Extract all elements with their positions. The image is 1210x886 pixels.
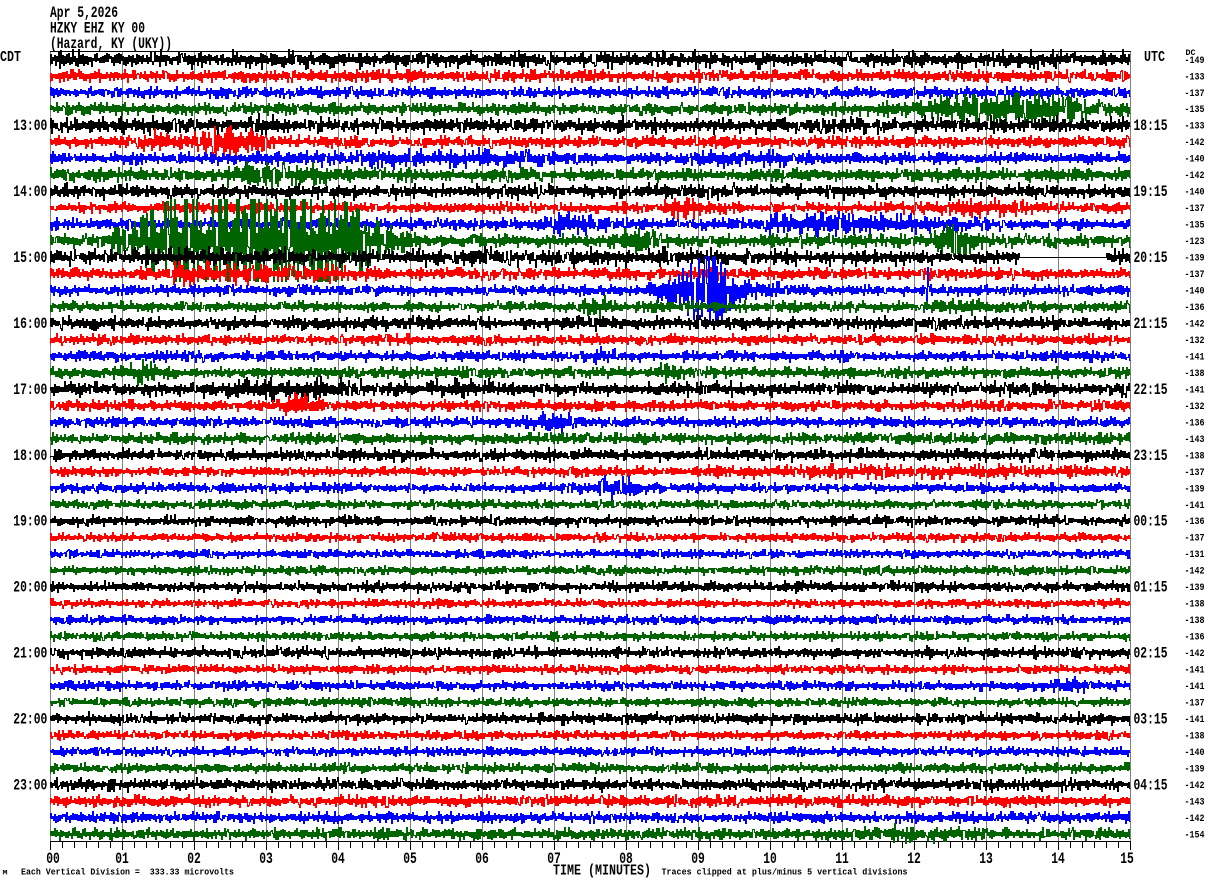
svg-text:22:15: 22:15 bbox=[1134, 381, 1168, 399]
svg-text:23:00: 23:00 bbox=[13, 776, 47, 794]
svg-text:-135: -135 bbox=[1185, 220, 1205, 232]
svg-text:-143: -143 bbox=[1185, 434, 1205, 446]
svg-text:-138: -138 bbox=[1185, 599, 1205, 611]
svg-text:19:00: 19:00 bbox=[13, 513, 47, 531]
svg-text:15: 15 bbox=[1120, 850, 1134, 868]
svg-text:UTC: UTC bbox=[1144, 49, 1165, 66]
svg-text:Each Vertical Division = 333.: Each Vertical Division = 333.33 microvol… bbox=[21, 867, 234, 878]
svg-text:00: 00 bbox=[46, 850, 60, 868]
svg-text:19:15: 19:15 bbox=[1134, 183, 1168, 201]
svg-text:02: 02 bbox=[187, 850, 201, 868]
svg-text:-132: -132 bbox=[1185, 401, 1205, 413]
svg-text:-143: -143 bbox=[1185, 796, 1205, 808]
svg-text:-142: -142 bbox=[1185, 319, 1205, 331]
svg-text:-142: -142 bbox=[1185, 648, 1205, 660]
svg-text:(Hazard, KY (UKY)): (Hazard, KY (UKY)) bbox=[50, 35, 172, 53]
svg-text:-136: -136 bbox=[1185, 417, 1205, 429]
svg-text:07: 07 bbox=[547, 850, 561, 868]
svg-text:-137: -137 bbox=[1185, 467, 1205, 479]
svg-text:18:00: 18:00 bbox=[13, 447, 47, 465]
svg-text:-138: -138 bbox=[1185, 450, 1205, 462]
svg-text:01: 01 bbox=[115, 850, 129, 868]
svg-text:Traces clipped at plus/minus 5: Traces clipped at plus/minus 5 vertical … bbox=[662, 867, 908, 878]
svg-text:12: 12 bbox=[907, 850, 921, 868]
svg-text:20:00: 20:00 bbox=[13, 579, 47, 597]
svg-text:02:15: 02:15 bbox=[1134, 645, 1168, 663]
svg-text:-139: -139 bbox=[1185, 483, 1205, 495]
svg-text:14: 14 bbox=[1051, 850, 1065, 868]
svg-text:16:00: 16:00 bbox=[13, 315, 47, 333]
svg-text:Apr 5,2026: Apr 5,2026 bbox=[50, 4, 118, 22]
svg-text:-133: -133 bbox=[1185, 121, 1205, 133]
svg-text:20:15: 20:15 bbox=[1134, 249, 1168, 267]
svg-text:-141: -141 bbox=[1185, 351, 1205, 363]
svg-text:04:15: 04:15 bbox=[1134, 776, 1168, 794]
svg-text:-138: -138 bbox=[1185, 368, 1205, 380]
svg-text:-141: -141 bbox=[1185, 500, 1205, 512]
svg-text:-137: -137 bbox=[1185, 698, 1205, 710]
svg-text:22:00: 22:00 bbox=[13, 711, 47, 729]
svg-text:-131: -131 bbox=[1185, 549, 1205, 561]
svg-text:-149: -149 bbox=[1185, 55, 1205, 67]
svg-text:-137: -137 bbox=[1185, 88, 1205, 100]
svg-text:-140: -140 bbox=[1185, 154, 1205, 166]
svg-text:-141: -141 bbox=[1185, 681, 1205, 693]
svg-text:CDT: CDT bbox=[0, 49, 21, 66]
svg-text:06: 06 bbox=[475, 850, 489, 868]
svg-text:13: 13 bbox=[979, 850, 993, 868]
svg-text:14:00: 14:00 bbox=[13, 183, 47, 201]
svg-text:00:15: 00:15 bbox=[1134, 513, 1168, 531]
svg-text:TIME (MINUTES): TIME (MINUTES) bbox=[553, 863, 651, 880]
svg-text:23:15: 23:15 bbox=[1134, 447, 1168, 465]
svg-text:21:00: 21:00 bbox=[13, 645, 47, 663]
svg-text:-136: -136 bbox=[1185, 632, 1205, 644]
svg-text:18:15: 18:15 bbox=[1134, 117, 1168, 135]
svg-text:09: 09 bbox=[691, 850, 705, 868]
svg-text:-141: -141 bbox=[1185, 384, 1205, 396]
svg-text:-142: -142 bbox=[1185, 170, 1205, 182]
svg-text:-154: -154 bbox=[1185, 829, 1205, 841]
svg-text:-138: -138 bbox=[1185, 615, 1205, 627]
svg-text:-137: -137 bbox=[1185, 533, 1205, 545]
svg-text:DC: DC bbox=[1186, 49, 1196, 58]
svg-text:-137: -137 bbox=[1185, 203, 1205, 215]
svg-text:08: 08 bbox=[619, 850, 633, 868]
svg-text:-141: -141 bbox=[1185, 714, 1205, 726]
svg-text:-142: -142 bbox=[1185, 137, 1205, 149]
svg-text:HZKY EHZ KY 00: HZKY EHZ KY 00 bbox=[50, 20, 145, 38]
svg-text:15:00: 15:00 bbox=[13, 249, 47, 267]
svg-text:-136: -136 bbox=[1185, 302, 1205, 314]
svg-text:03: 03 bbox=[259, 850, 273, 868]
svg-text:-136: -136 bbox=[1185, 516, 1205, 528]
svg-text:21:15: 21:15 bbox=[1134, 315, 1168, 333]
svg-text:03:15: 03:15 bbox=[1134, 711, 1168, 729]
svg-text:-142: -142 bbox=[1185, 813, 1205, 825]
svg-text:-132: -132 bbox=[1185, 335, 1205, 347]
svg-text:-140: -140 bbox=[1185, 286, 1205, 298]
svg-text:-138: -138 bbox=[1185, 731, 1205, 743]
svg-text:-137: -137 bbox=[1185, 269, 1205, 281]
svg-text:-141: -141 bbox=[1185, 665, 1205, 677]
svg-text:10: 10 bbox=[763, 850, 777, 868]
svg-text:-139: -139 bbox=[1185, 253, 1205, 265]
svg-text:-135: -135 bbox=[1185, 104, 1205, 116]
svg-text:M: M bbox=[3, 870, 9, 877]
svg-text:-139: -139 bbox=[1185, 763, 1205, 775]
svg-text:05: 05 bbox=[403, 850, 417, 868]
svg-text:-142: -142 bbox=[1185, 780, 1205, 792]
svg-text:-133: -133 bbox=[1185, 71, 1205, 83]
svg-text:-142: -142 bbox=[1185, 566, 1205, 578]
svg-text:-140: -140 bbox=[1185, 187, 1205, 199]
svg-text:13:00: 13:00 bbox=[13, 117, 47, 135]
svg-text:11: 11 bbox=[835, 850, 849, 868]
svg-text:-139: -139 bbox=[1185, 582, 1205, 594]
svg-text:-123: -123 bbox=[1185, 236, 1205, 248]
svg-text:01:15: 01:15 bbox=[1134, 579, 1168, 597]
svg-text:04: 04 bbox=[331, 850, 345, 868]
svg-text:-140: -140 bbox=[1185, 747, 1205, 759]
svg-text:17:00: 17:00 bbox=[13, 381, 47, 399]
